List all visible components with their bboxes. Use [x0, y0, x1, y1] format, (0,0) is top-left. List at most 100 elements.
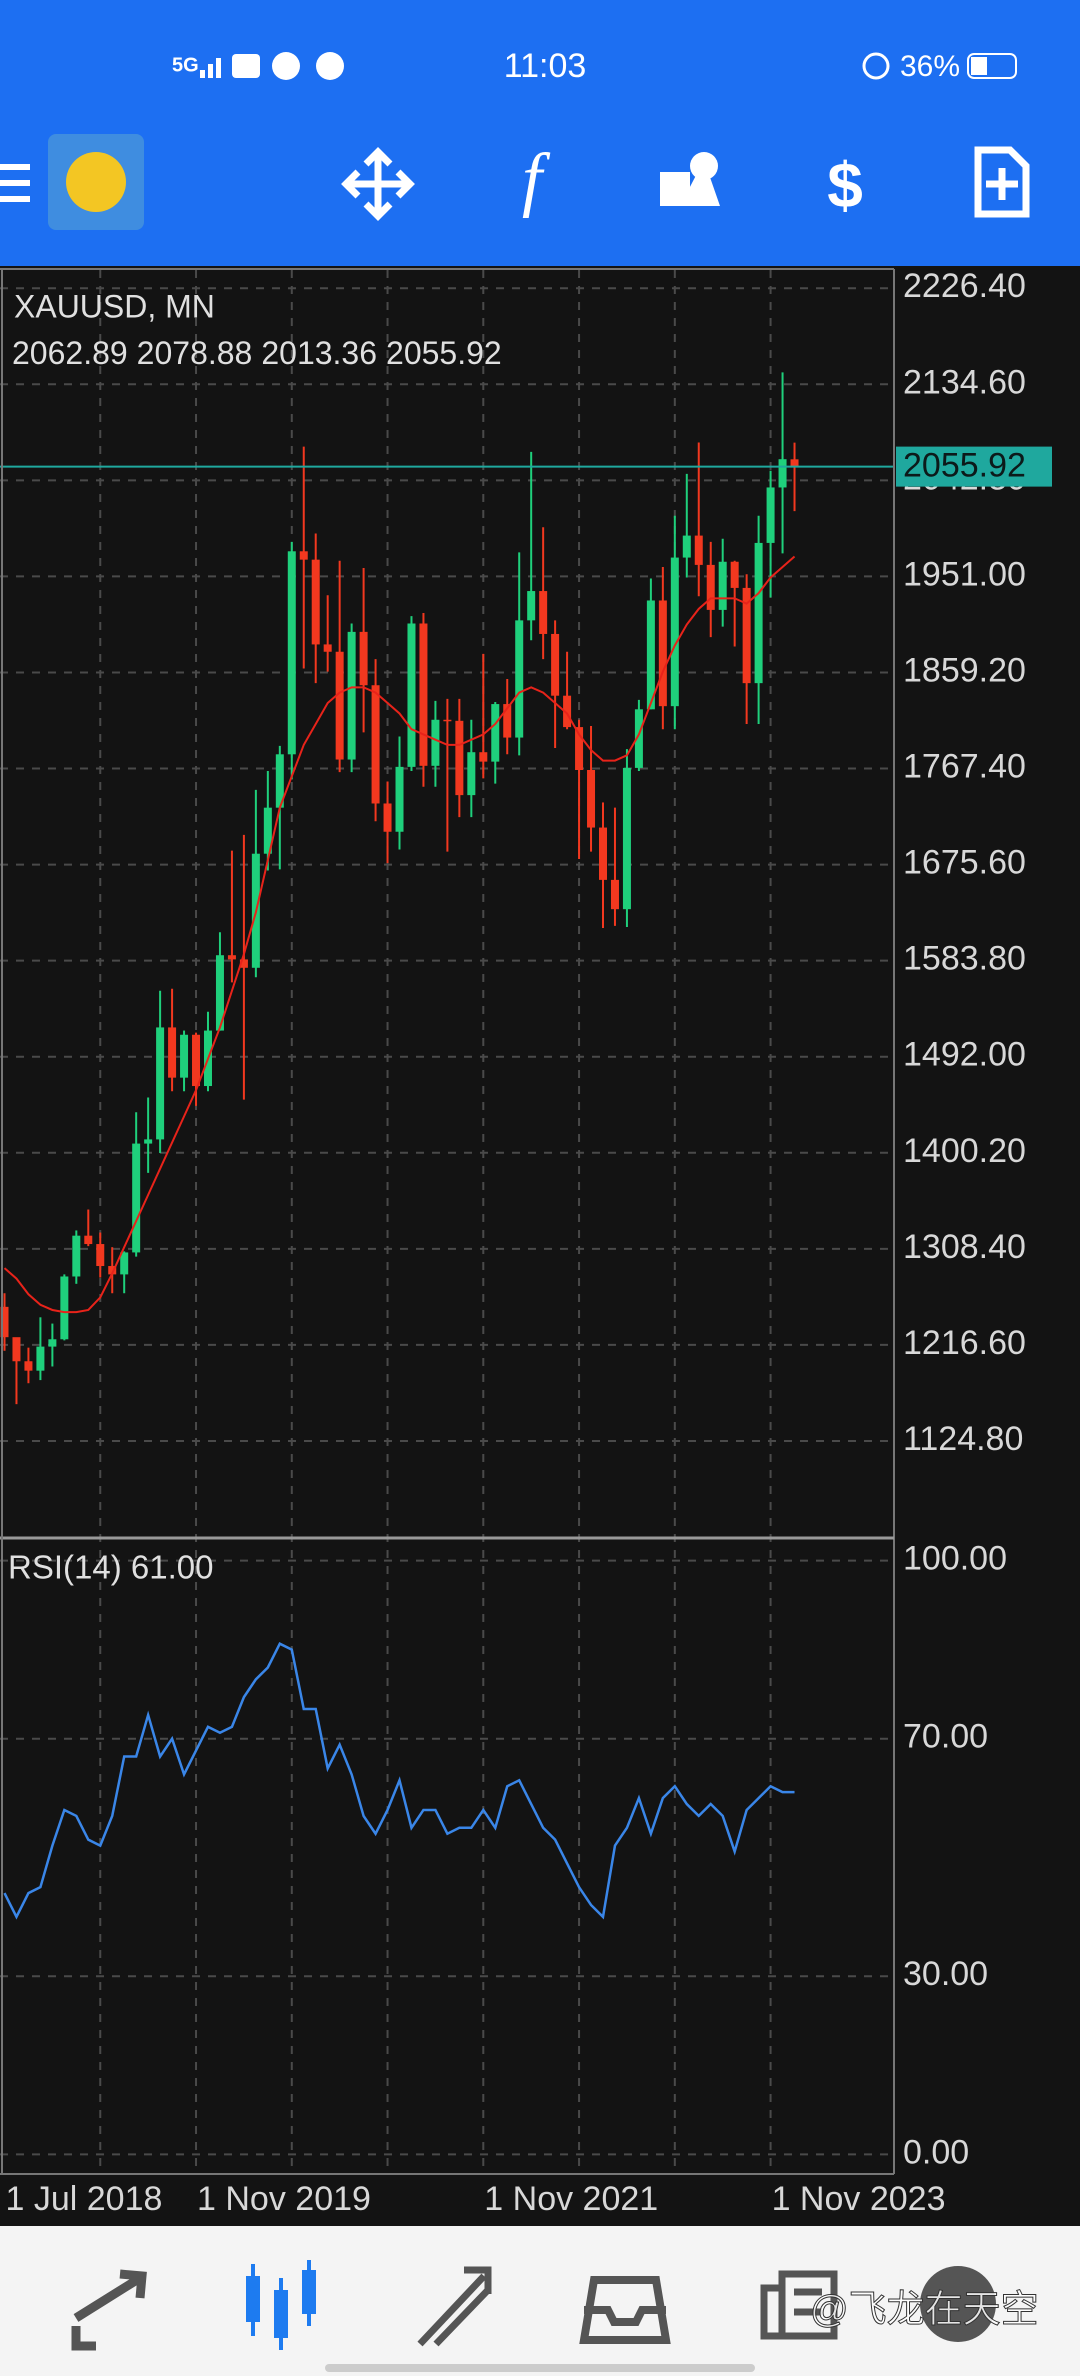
- candle-body: [120, 1252, 129, 1275]
- candle-body: [287, 551, 296, 755]
- candle-body: [754, 542, 763, 684]
- y-tick-label: 70.00: [903, 1718, 988, 1756]
- candle-body: [718, 561, 727, 610]
- y-tick-label: 1675.60: [903, 844, 1026, 882]
- home-indicator: [325, 2364, 755, 2372]
- nav-chart[interactable]: [246, 2260, 316, 2350]
- candle-body: [455, 720, 464, 796]
- candle-body: [431, 719, 440, 766]
- y-tick-label: 1859.20: [903, 651, 1026, 689]
- candle-body: [563, 695, 572, 728]
- candle-body: [491, 704, 500, 762]
- candle-body: [48, 1339, 57, 1347]
- candle-body: [299, 551, 308, 560]
- y-tick-label: 30.00: [903, 1955, 988, 1993]
- candle-body: [694, 535, 703, 565]
- candle-body: [467, 752, 476, 796]
- candle-body: [778, 459, 787, 488]
- ohlc-value: 2055.92: [386, 335, 502, 371]
- candle-body: [395, 766, 404, 832]
- menu[interactable]: [0, 164, 30, 202]
- candle-body: [479, 752, 488, 762]
- candle-body: [419, 623, 428, 766]
- watermark: @飞龙在天空: [810, 2289, 1039, 2331]
- candle-body: [263, 807, 272, 854]
- candle-body: [72, 1235, 81, 1277]
- nav-news[interactable]: [760, 2270, 838, 2340]
- candle-body: [239, 959, 248, 968]
- candle-body: [192, 1034, 201, 1087]
- candle-body: [359, 631, 368, 686]
- signal: 5G: [172, 54, 199, 76]
- x-tick-label: 1 Nov 2023: [772, 2180, 946, 2218]
- nav-quotes[interactable]: [71, 2269, 147, 2351]
- plot-area: 2226.402134.602042.801951.001859.201767.…: [0, 267, 1052, 2218]
- move-icon[interactable]: [341, 147, 415, 221]
- candle-body: [144, 1139, 153, 1144]
- nav-trade[interactable]: [417, 2266, 492, 2347]
- candle-body: [24, 1361, 33, 1371]
- status-icons: 5G: [172, 52, 1017, 80]
- candle-body: [646, 600, 655, 710]
- y-tick-label: 100.00: [903, 1540, 1007, 1578]
- nav-settings[interactable]: [920, 2266, 996, 2342]
- candle-body: [311, 559, 320, 645]
- candle-body: [503, 704, 512, 738]
- candle-body: [575, 727, 584, 771]
- nav-icons: [71, 2260, 996, 2351]
- candle-body: [766, 487, 775, 543]
- new-order-icon[interactable]: [974, 146, 1030, 218]
- candle-body: [599, 827, 607, 880]
- x-tick-label: 1 Nov 2019: [197, 2180, 371, 2218]
- candle-body: [730, 561, 739, 588]
- y-tick-label: 0.00: [903, 2133, 969, 2171]
- y-tick-label: 1216.60: [903, 1324, 1026, 1362]
- candle-body: [371, 685, 380, 804]
- candle-body: [443, 719, 452, 722]
- candle-body: [682, 535, 691, 558]
- candle-body: [407, 623, 416, 767]
- candle-body: [658, 600, 667, 707]
- rsi-line: [3, 1642, 795, 1920]
- y-tick-label: 2226.40: [903, 267, 1026, 305]
- candle-body: [275, 754, 284, 808]
- last-price-label: 2055.92: [903, 447, 1026, 485]
- ohlc-values: 2062.89 2078.88 2013.36 2055.92: [12, 335, 502, 371]
- clock: 11:03: [504, 47, 587, 85]
- candle-body: [215, 955, 224, 1031]
- candle-body: [156, 1027, 165, 1140]
- candle-body: [670, 557, 679, 707]
- candle-body: [706, 564, 715, 610]
- y-tick-label: 1951.00: [903, 555, 1026, 593]
- candle-body: [36, 1346, 45, 1371]
- candle-body: [168, 1027, 177, 1078]
- nav-history[interactable]: [579, 2276, 671, 2344]
- ohlc-value: 2062.89: [12, 335, 128, 371]
- y-tick-label: 1492.00: [903, 1036, 1026, 1074]
- y-tick-label: 1308.40: [903, 1228, 1026, 1266]
- last-price-tag: [896, 446, 1052, 487]
- objects-icon[interactable]: [660, 152, 720, 206]
- candle-body: [12, 1337, 21, 1362]
- candle-body: [551, 633, 560, 696]
- y-tick-label: 1583.80: [903, 940, 1026, 978]
- ohlc-value: 2013.36: [261, 335, 377, 371]
- candle-body: [515, 620, 524, 738]
- candle-body: [634, 709, 643, 768]
- candle-body: [108, 1266, 117, 1275]
- logo-mark: [66, 152, 126, 212]
- battery: 36%: [900, 50, 960, 83]
- candle-body: [132, 1143, 141, 1253]
- candle-body: [347, 631, 356, 760]
- candle-body: [335, 651, 344, 760]
- candle-body: [96, 1244, 105, 1267]
- x-tick-label: 1 Jul 2018: [6, 2180, 163, 2218]
- ohlc-value: 2078.88: [137, 335, 253, 371]
- candle-body: [180, 1034, 189, 1078]
- y-tick-label: 1124.80: [903, 1420, 1023, 1458]
- candle-body: [0, 1306, 9, 1338]
- trade-icon[interactable]: $: [827, 149, 863, 221]
- candle-body: [587, 770, 596, 828]
